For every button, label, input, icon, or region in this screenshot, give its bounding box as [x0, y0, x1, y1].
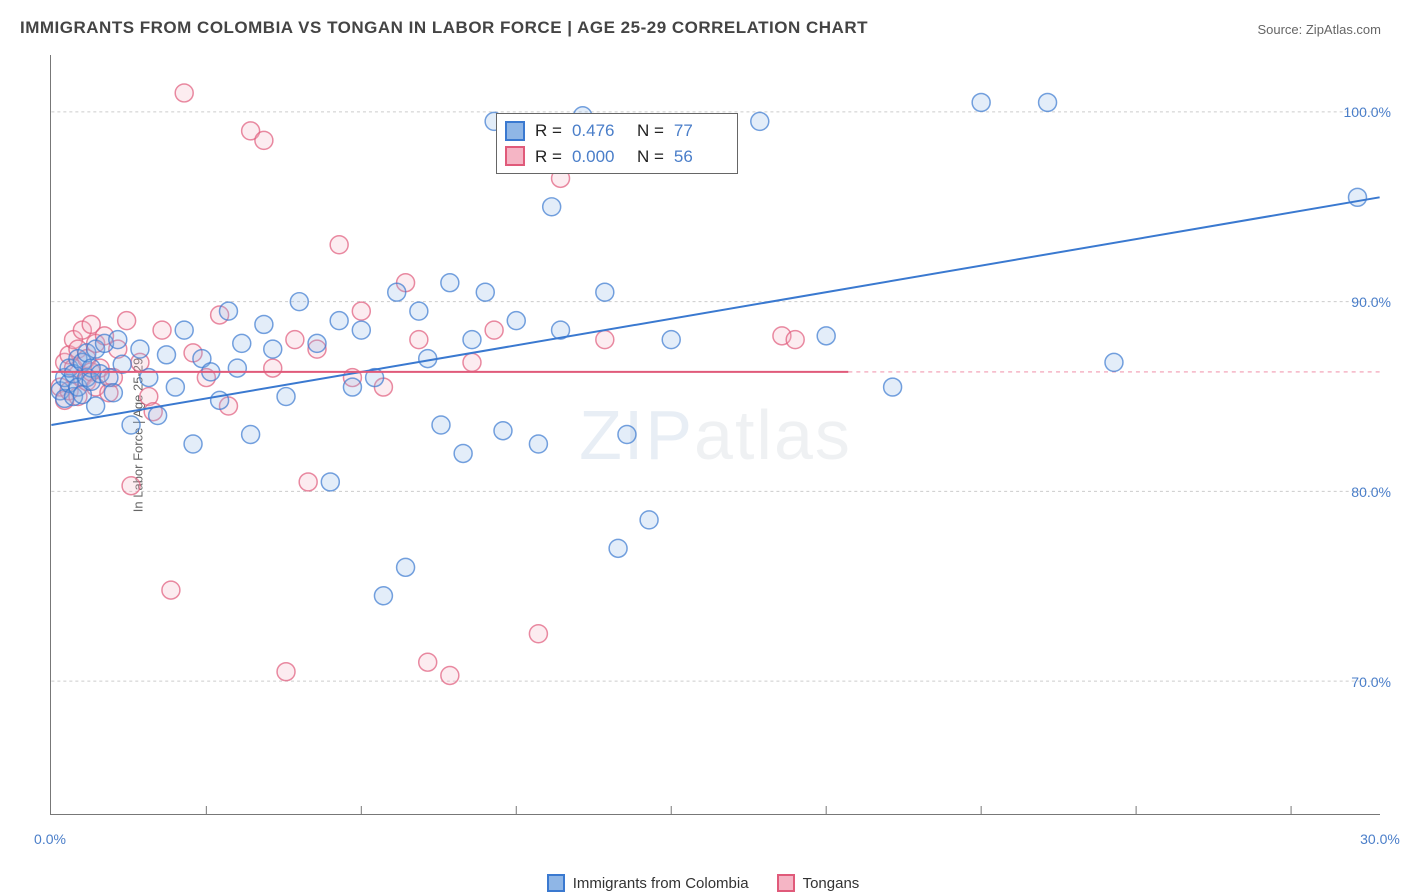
chart-container: IMMIGRANTS FROM COLOMBIA VS TONGAN IN LA… [0, 0, 1406, 892]
x-tick-label: 0.0% [34, 831, 66, 847]
legend-swatch-tongans [777, 874, 795, 892]
n-value-colombia: 77 [674, 118, 729, 144]
y-tick-label: 70.0% [1351, 674, 1391, 690]
legend-label-colombia: Immigrants from Colombia [573, 875, 749, 892]
y-tick-label: 90.0% [1351, 294, 1391, 310]
stats-row-tongans: R = 0.000 N = 56 [505, 144, 729, 170]
n-value-tongans: 56 [674, 144, 729, 170]
legend-item-colombia: Immigrants from Colombia [547, 874, 749, 892]
swatch-colombia [505, 121, 525, 141]
r-label-2: R = [535, 144, 562, 170]
source-attribution: Source: ZipAtlas.com [1257, 22, 1381, 37]
source-prefix: Source: [1257, 22, 1305, 37]
legend-swatch-colombia [547, 874, 565, 892]
stats-row-colombia: R = 0.476 N = 77 [505, 118, 729, 144]
chart-title: IMMIGRANTS FROM COLOMBIA VS TONGAN IN LA… [20, 18, 868, 38]
swatch-tongans [505, 146, 525, 166]
legend-label-tongans: Tongans [803, 875, 860, 892]
plot-area: In Labor Force | Age 25-29 ZIPatlas R = … [50, 55, 1380, 815]
r-value-tongans: 0.000 [572, 144, 627, 170]
legend-item-tongans: Tongans [777, 874, 860, 892]
n-label-2: N = [637, 144, 664, 170]
n-label: N = [637, 118, 664, 144]
r-label: R = [535, 118, 562, 144]
legend-bottom: Immigrants from Colombia Tongans [0, 874, 1406, 892]
stats-legend-box: R = 0.476 N = 77 R = 0.000 N = 56 [496, 113, 738, 174]
r-value-colombia: 0.476 [572, 118, 627, 144]
y-tick-label: 80.0% [1351, 484, 1391, 500]
source-link[interactable]: ZipAtlas.com [1306, 22, 1381, 37]
x-tick-label: 30.0% [1360, 831, 1400, 847]
y-tick-label: 100.0% [1344, 104, 1391, 120]
